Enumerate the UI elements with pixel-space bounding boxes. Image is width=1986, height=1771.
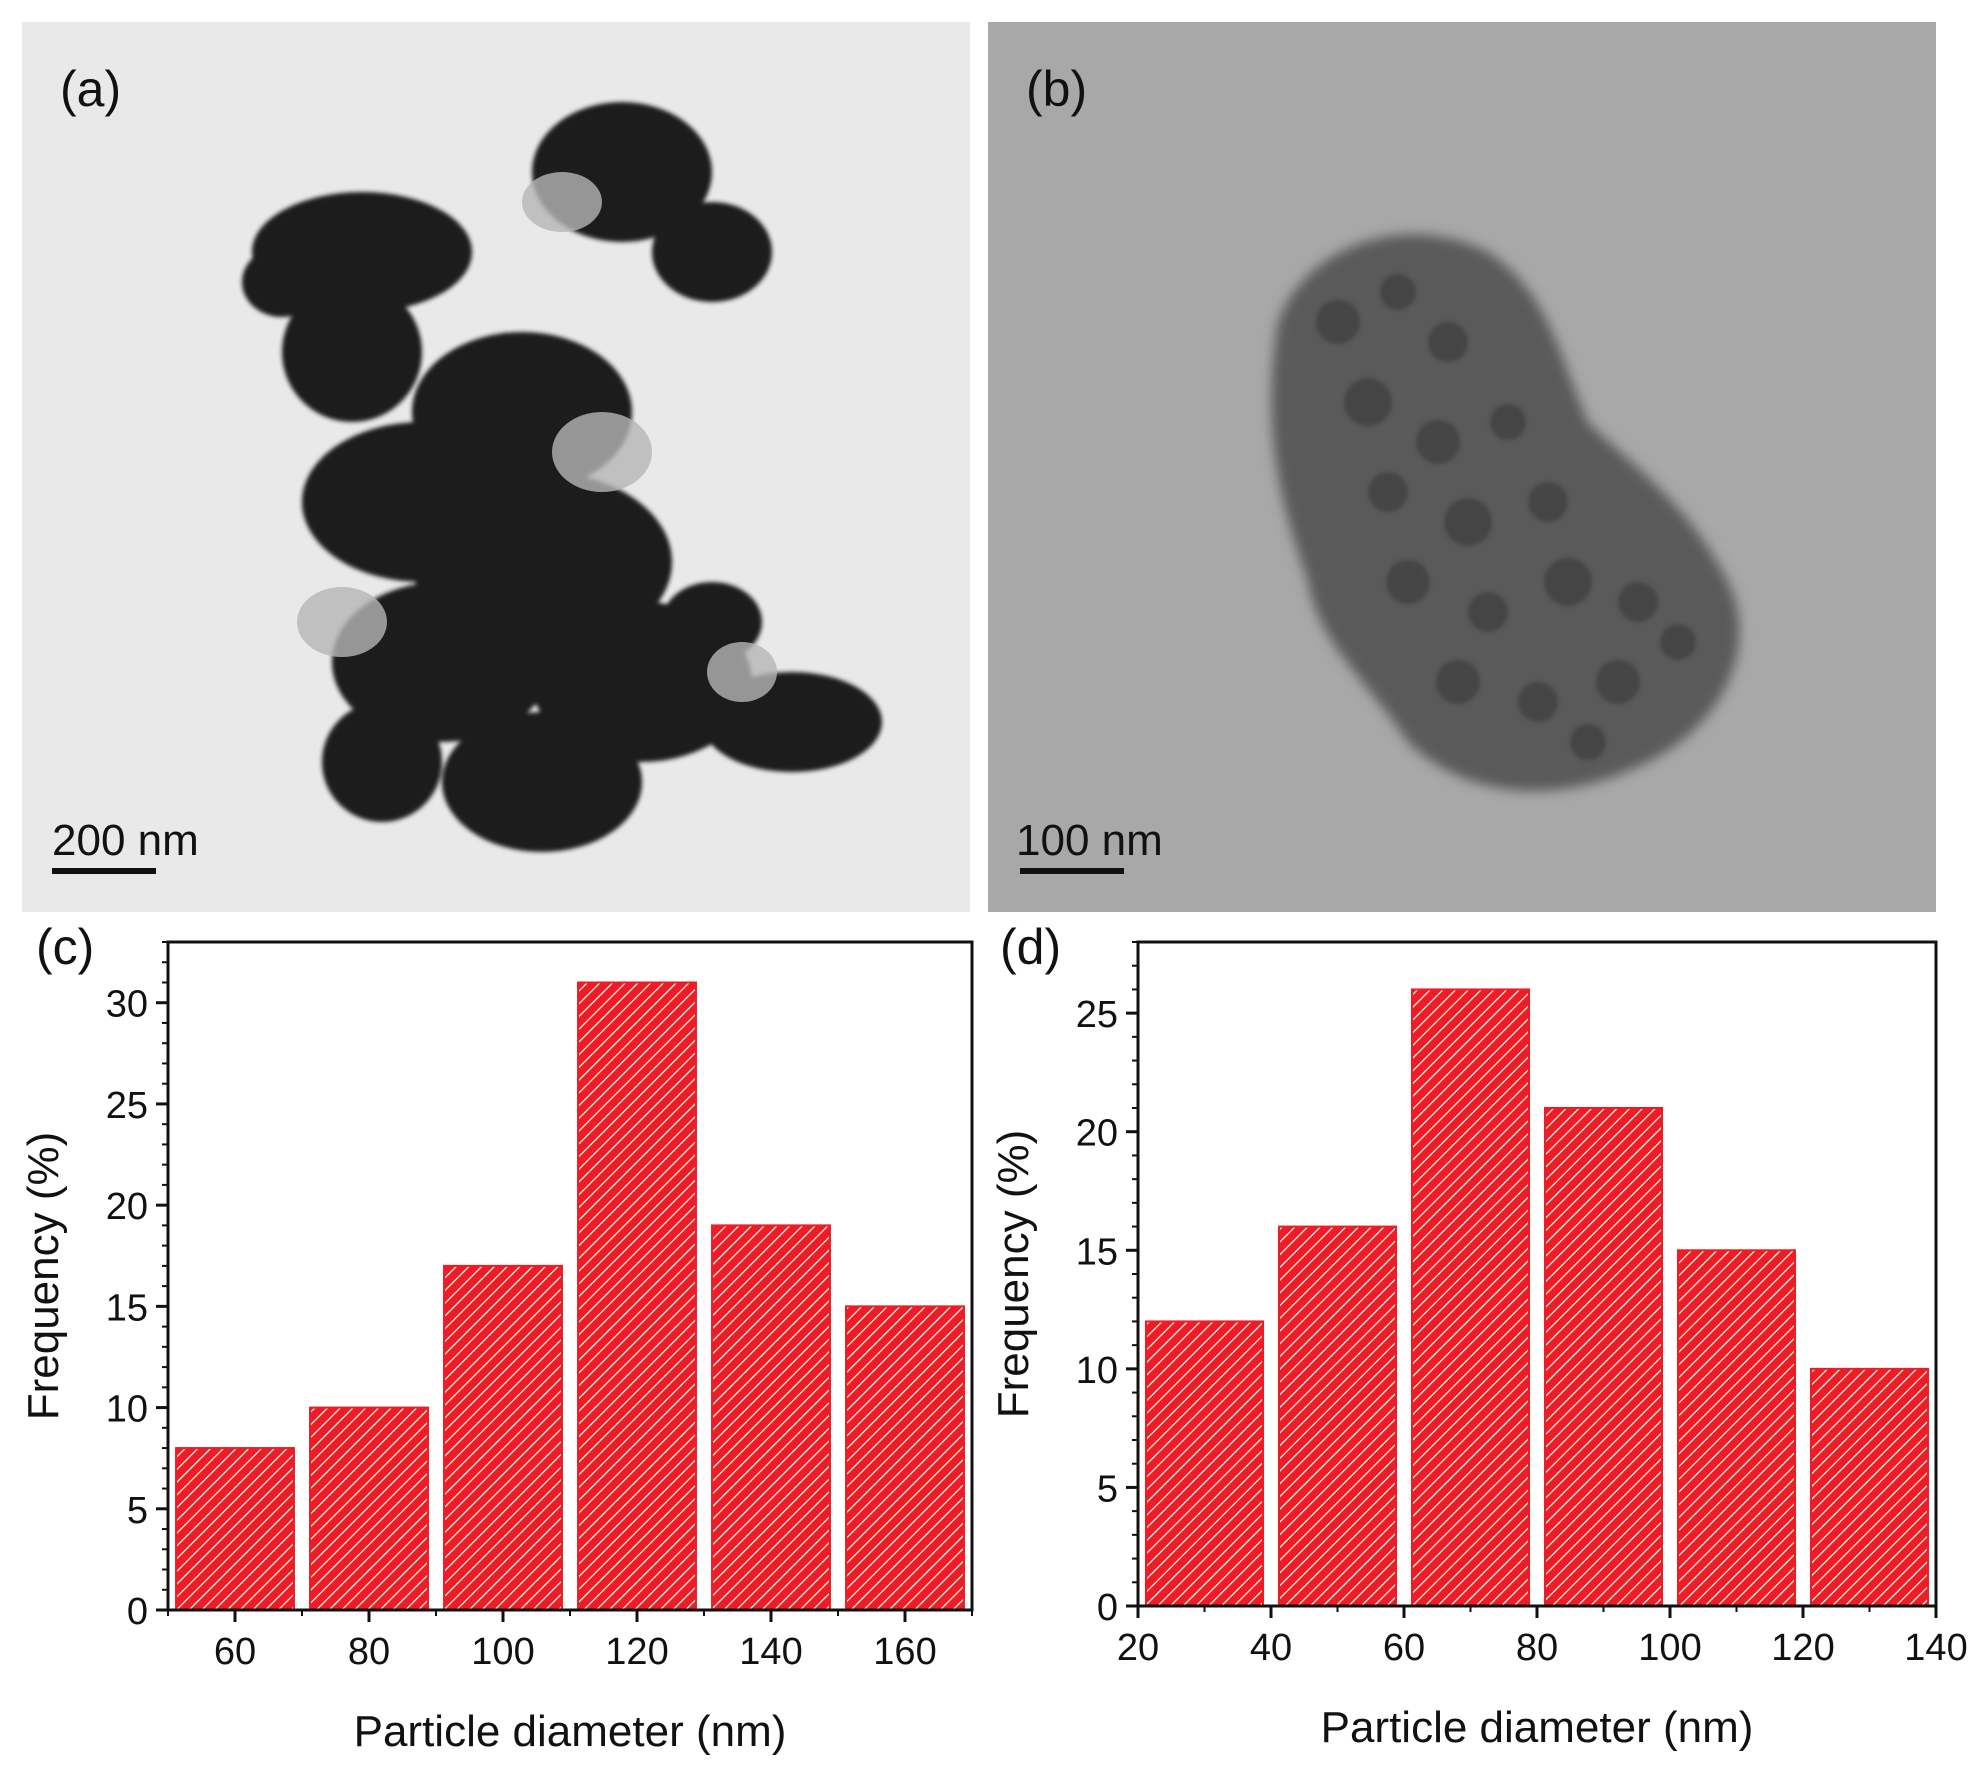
histogram-bar — [1676, 1249, 1797, 1607]
y-tick-label: 15 — [1076, 1231, 1118, 1273]
x-tick-label: 120 — [605, 1631, 668, 1673]
x-tick-label: 120 — [1771, 1627, 1834, 1669]
panel-label-a: (a) — [60, 61, 122, 117]
histogram-bar — [1809, 1367, 1930, 1607]
y-tick-label: 15 — [106, 1287, 148, 1329]
y-axis-label: Frequency (%) — [990, 1130, 1038, 1419]
histogram-bar — [443, 1264, 563, 1611]
histogram-c: 0 5 10 15 20 25 30 60 80 100 120 140 160 Particle dia… — [19, 940, 974, 1756]
x-tick-label: 160 — [873, 1631, 936, 1673]
x-tick-label: 40 — [1250, 1627, 1292, 1669]
tem-image-a — [22, 22, 970, 912]
histogram-d: 0 5 10 15 20 25 20 40 60 80 100 120 140 Particle diam… — [990, 940, 1968, 1752]
tem-aggregate-a — [22, 22, 970, 912]
panel-label-c: (c) — [36, 919, 95, 975]
histogram-bar — [711, 1224, 831, 1611]
x-axis-label: Particle diameter (nm) — [354, 1707, 787, 1756]
histogram-bar — [1543, 1107, 1664, 1607]
histogram-bar — [1144, 1320, 1265, 1607]
x-tick-label: 100 — [1638, 1627, 1701, 1669]
x-tick-label: 80 — [1516, 1627, 1558, 1669]
y-tick-label: 5 — [127, 1490, 148, 1532]
x-tick-label: 80 — [348, 1631, 390, 1673]
scale-bar-b — [1020, 868, 1124, 874]
histogram-bar — [175, 1447, 295, 1611]
scale-bar-a — [52, 868, 156, 874]
x-tick-label: 20 — [1117, 1627, 1159, 1669]
x-tick-label: 60 — [1383, 1627, 1425, 1669]
y-tick-label: 30 — [106, 984, 148, 1026]
y-axis-label: Frequency (%) — [19, 1132, 68, 1421]
x-tick-label: 100 — [471, 1631, 534, 1673]
y-tick-label: 5 — [1097, 1468, 1118, 1510]
x-tick-label: 140 — [739, 1631, 802, 1673]
x-tick-label: 140 — [1904, 1627, 1967, 1669]
scale-bar-text-b: 100 nm — [1016, 816, 1163, 865]
y-tick-label: 20 — [106, 1186, 148, 1228]
y-tick-label: 10 — [1076, 1350, 1118, 1392]
y-tick-label: 10 — [106, 1389, 148, 1431]
histogram-bar — [1277, 1225, 1398, 1607]
x-axis-label: Particle diameter (nm) — [1321, 1703, 1754, 1752]
panel-label-d: (d) — [1000, 919, 1062, 975]
panel-label-b: (b) — [1026, 61, 1088, 117]
histogram-bar — [309, 1406, 429, 1611]
y-tick-label: 0 — [127, 1591, 148, 1633]
y-tick-label: 20 — [1076, 1113, 1118, 1155]
histogram-bar — [845, 1305, 965, 1611]
histogram-bar — [577, 981, 697, 1611]
histogram-bar — [1410, 988, 1531, 1607]
x-tick-label: 60 — [214, 1631, 256, 1673]
y-tick-label: 25 — [1076, 994, 1118, 1036]
tem-image-b — [988, 22, 1936, 912]
tem-aggregate-b — [988, 22, 1936, 912]
scale-bar-text-a: 200 nm — [52, 816, 199, 865]
y-tick-label: 25 — [106, 1085, 148, 1127]
y-tick-label: 0 — [1097, 1587, 1118, 1629]
